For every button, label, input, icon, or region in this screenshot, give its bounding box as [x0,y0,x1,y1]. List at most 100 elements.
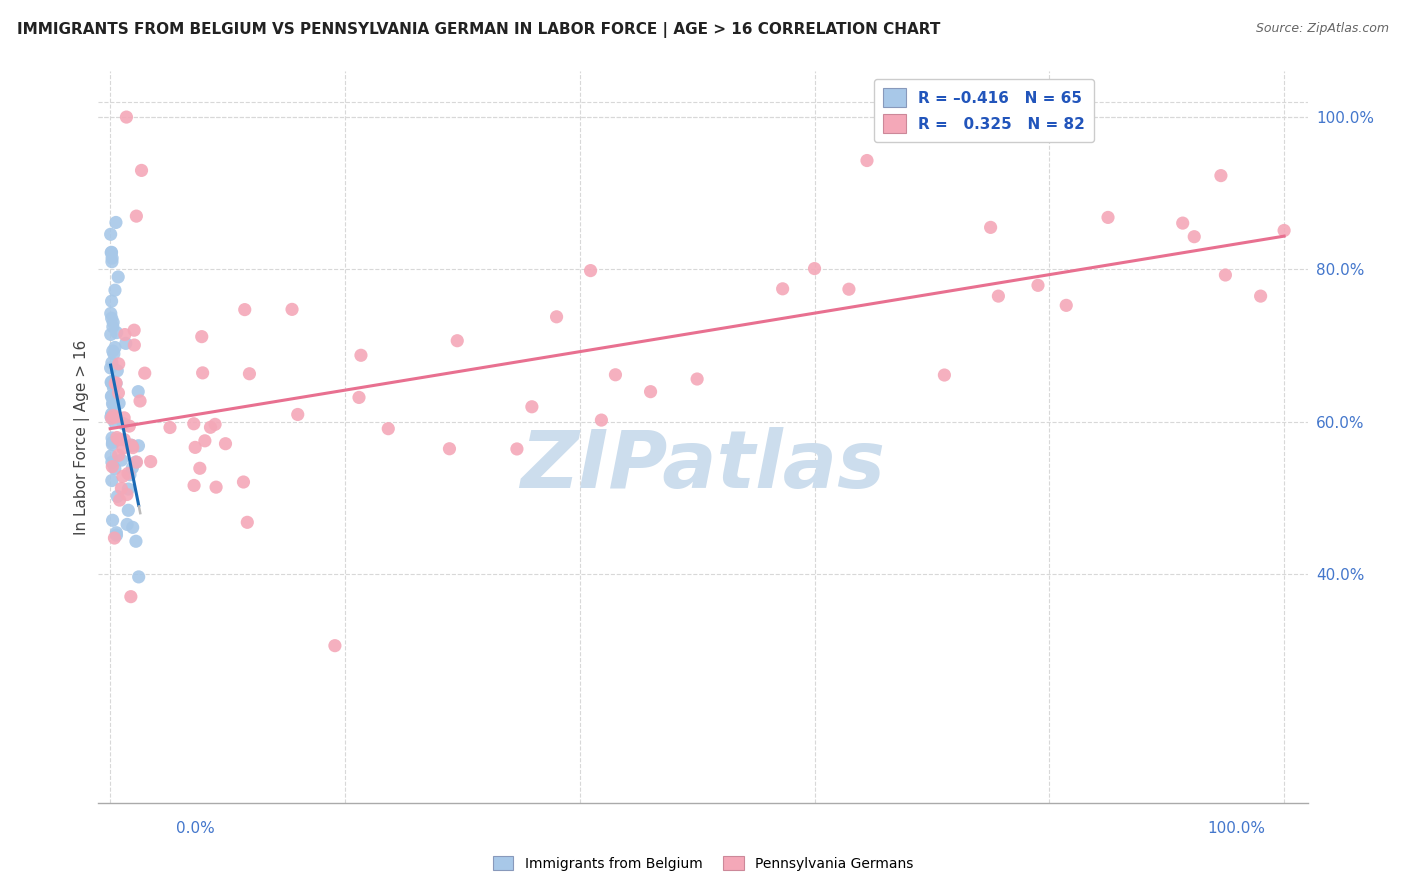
Point [605,368,627,382]
Point [112,417,135,431]
Point [103,347,125,361]
Point [121,520,143,534]
Point [108,493,131,508]
Point [546,310,568,324]
Point [640,384,662,399]
Point [131,163,153,178]
Point [281,302,304,317]
Point [105,525,128,540]
Point [1182,229,1205,244]
Point [232,475,254,489]
Point [191,366,214,380]
Point [114,327,136,342]
Point [115,110,138,124]
Point [103,409,125,423]
Point [125,209,148,223]
Point [101,513,124,527]
Point [108,433,131,447]
Point [446,334,468,348]
Point [105,326,128,340]
Point [105,528,128,542]
Point [117,467,139,481]
Point [100,376,122,390]
Point [100,245,122,260]
Point [101,319,124,334]
Text: ZIPatlas: ZIPatlas [520,427,886,506]
Point [205,480,228,494]
Point [233,302,256,317]
Point [125,455,148,469]
Point [107,269,129,284]
Text: IMMIGRANTS FROM BELGIUM VS PENNSYLVANIA GERMAN IN LABOR FORCE | AGE > 16 CORRELA: IMMIGRANTS FROM BELGIUM VS PENNSYLVANIA … [17,22,941,38]
Point [105,376,128,390]
Point [107,448,129,462]
Point [127,439,149,453]
Text: 0.0%: 0.0% [176,821,215,836]
Point [184,441,207,455]
Point [110,453,132,467]
Point [103,399,125,413]
Point [104,409,127,424]
Point [125,534,148,549]
Point [579,263,602,277]
Point [194,434,217,448]
Point [1026,278,1049,293]
Point [103,394,125,409]
Point [101,431,124,445]
Point [134,366,156,380]
Point [103,381,125,395]
Point [838,282,860,296]
Point [1171,216,1194,230]
Point [104,283,127,297]
Point [100,449,122,463]
Point [1272,223,1295,237]
Point [200,420,222,434]
Point [121,438,143,452]
Point [101,459,124,474]
Point [520,400,543,414]
Point [104,215,127,229]
Point [121,460,143,475]
Point [112,433,135,447]
Point [183,417,205,431]
Point [117,482,139,496]
Point [101,356,124,370]
Point [108,396,131,410]
Point [101,254,124,268]
Point [987,289,1010,303]
Point [856,153,879,168]
Point [377,422,399,436]
Y-axis label: In Labor Force | Age > 16: In Labor Force | Age > 16 [75,340,90,534]
Point [117,503,139,517]
Point [100,294,122,309]
Point [122,323,145,337]
Point [107,357,129,371]
Point [121,439,143,453]
Point [101,315,124,329]
Point [100,311,122,326]
Point [107,385,129,400]
Point [188,461,211,475]
Point [101,251,124,265]
Point [439,442,461,456]
Point [101,397,124,411]
Point [100,409,122,424]
Point [506,442,529,456]
Point [105,376,128,391]
Point [214,436,236,450]
Point [125,455,148,469]
Point [103,396,125,410]
Point [100,407,122,421]
Point [105,431,128,445]
Point [1209,169,1232,183]
Point [1215,268,1237,282]
Point [1097,211,1119,225]
Point [105,490,128,504]
Point [100,389,122,403]
Point [934,368,956,382]
Point [124,338,146,352]
Point [100,327,122,342]
Point [350,348,373,362]
Point [100,306,122,320]
Point [1054,298,1077,312]
